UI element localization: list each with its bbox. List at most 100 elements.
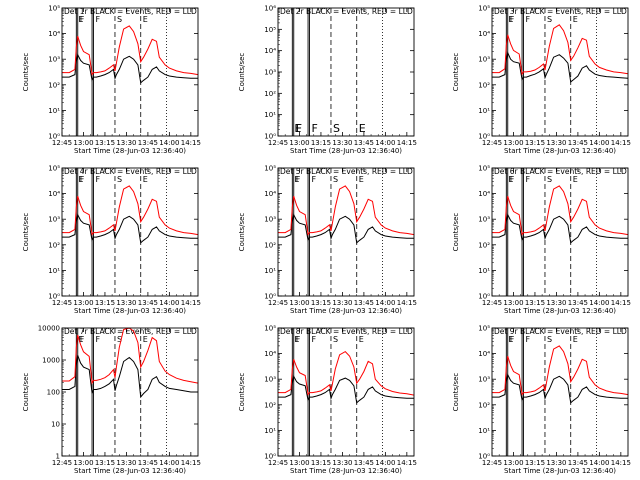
x-tick-label: 13:30 (332, 459, 352, 467)
marker-letter: F (525, 15, 530, 24)
panel-title: Det 4r BLACK = Events, RED = LLD (64, 167, 197, 176)
marker-letter: F (95, 15, 100, 24)
marker-letter: F (510, 335, 515, 344)
plot-frame (491, 167, 629, 297)
y-axis-label: Counts/sec (452, 213, 460, 252)
marker-letter: S (117, 335, 122, 344)
y-tick-label: 10¹ (478, 107, 490, 115)
x-tick-label: 13:15 (311, 299, 331, 307)
marker-letter: S (547, 335, 552, 344)
y-tick-label: 10⁰ (478, 293, 490, 301)
marker-letter: S (547, 175, 552, 184)
x-tick-label: 13:00 (289, 299, 309, 307)
marker-letter: E (143, 175, 148, 184)
chart-panel-5: Det 5r BLACK = Events, RED = LLD Counts/s… (238, 165, 417, 316)
marker-letter: E (294, 122, 301, 135)
panel-title: Det 8r BLACK = Events, RED = LLD (280, 327, 413, 336)
x-axis-label: Start Time (28-Jun-03 12:36:40) (74, 147, 186, 155)
y-tick-label: 10² (478, 241, 490, 249)
x-tick-label: 12:45 (268, 459, 288, 467)
series-line-lld (278, 350, 415, 396)
x-tick-label: 13:00 (73, 299, 93, 307)
marker-letter: F (95, 335, 100, 344)
x-tick-label: 14:15 (397, 299, 417, 307)
x-tick-label: 13:45 (568, 299, 588, 307)
x-tick-label: 14:15 (611, 459, 631, 467)
x-tick-label: 12:45 (482, 459, 502, 467)
marker-letter: F (296, 122, 302, 135)
x-tick-label: 13:30 (116, 459, 136, 467)
y-tick-label: 10⁵ (478, 165, 490, 173)
x-tick-label: 13:45 (138, 459, 158, 467)
x-tick-label: 13:15 (95, 299, 115, 307)
plot-frame (61, 167, 199, 297)
y-tick-label: 10⁰ (478, 133, 490, 141)
y-tick-label: 10² (48, 81, 60, 89)
y-tick-label: 10⁵ (478, 5, 490, 13)
marker-letter: F (311, 175, 316, 184)
x-tick-label: 14:00 (159, 139, 179, 147)
chart-panel-3: Det 3r BLACK = Events, RED = LLD Counts/s… (452, 5, 631, 156)
x-tick-label: 13:45 (138, 139, 158, 147)
y-tick-label: 10³ (264, 216, 276, 224)
marker-letter: E (78, 335, 83, 344)
y-tick-label: 10² (478, 81, 490, 89)
x-tick-label: 12:45 (482, 139, 502, 147)
x-tick-label: 14:15 (397, 459, 417, 467)
y-tick-label: 1000 (42, 357, 60, 365)
panel-title: Det 9r BLACK = Events, RED = LLD (494, 327, 627, 336)
x-tick-label: 14:15 (611, 299, 631, 307)
y-tick-label: 10¹ (48, 267, 60, 275)
x-tick-label: 13:45 (354, 459, 374, 467)
y-tick-label: 10³ (264, 69, 276, 77)
marker-letter: F (80, 335, 85, 344)
x-tick-label: 12:45 (268, 299, 288, 307)
series-line-lld (62, 327, 199, 385)
x-axis-label: Start Time (28-Jun-03 12:36:40) (290, 147, 402, 155)
y-tick-label: 10⁰ (478, 453, 490, 461)
x-tick-label: 14:00 (589, 459, 609, 467)
series-line-lld (62, 25, 199, 76)
chart-panel-1: Det 1r BLACK = Events, RED = LLD Counts/s… (22, 5, 201, 156)
x-tick-label: 13:45 (354, 299, 374, 307)
y-tick-label: 10⁴ (264, 47, 276, 55)
panel-title: Det 2r BLACK = Events, RED = LLD (280, 7, 413, 16)
y-tick-label: 10⁴ (478, 350, 490, 358)
x-tick-label: 13:45 (138, 299, 158, 307)
panel-title: Det 6r BLACK = Events, RED = LLD (494, 167, 627, 176)
y-axis-label: Counts/sec (238, 53, 246, 92)
marker-letter: E (508, 335, 513, 344)
y-tick-label: 10¹ (264, 267, 276, 275)
marker-letter: E (143, 15, 148, 24)
marker-letter: S (547, 15, 552, 24)
plot-frame (491, 327, 629, 457)
marker-letter: F (510, 15, 515, 24)
marker-letter: F (311, 335, 316, 344)
y-tick-label: 10¹ (478, 427, 490, 435)
x-tick-label: 14:00 (589, 299, 609, 307)
x-tick-label: 13:15 (95, 139, 115, 147)
y-tick-label: 10⁵ (48, 5, 60, 13)
x-tick-label: 13:30 (546, 299, 566, 307)
marker-letter: F (510, 175, 515, 184)
x-axis-label: Start Time (28-Jun-03 12:36:40) (504, 147, 616, 155)
series-line-events (492, 51, 629, 83)
x-tick-label: 13:00 (503, 299, 523, 307)
x-tick-label: 13:45 (354, 139, 374, 147)
y-tick-label: 10³ (478, 216, 490, 224)
y-tick-label: 10¹ (48, 107, 60, 115)
y-tick-label: 10⁴ (48, 190, 60, 198)
marker-letter: F (95, 175, 100, 184)
marker-letter: S (333, 335, 338, 344)
x-tick-label: 14:00 (375, 459, 395, 467)
y-tick-label: 10 (51, 421, 60, 429)
y-tick-label: 10² (264, 90, 276, 98)
x-tick-label: 13:30 (546, 459, 566, 467)
y-axis-label: Counts/sec (22, 373, 30, 412)
series-line-events (278, 213, 414, 244)
x-tick-label: 13:00 (289, 139, 309, 147)
y-tick-label: 10⁴ (48, 30, 60, 38)
panel-title: Det 5r BLACK = Events, RED = LLD (280, 167, 413, 176)
series-line-events (492, 213, 628, 244)
y-tick-label: 10⁰ (264, 453, 276, 461)
